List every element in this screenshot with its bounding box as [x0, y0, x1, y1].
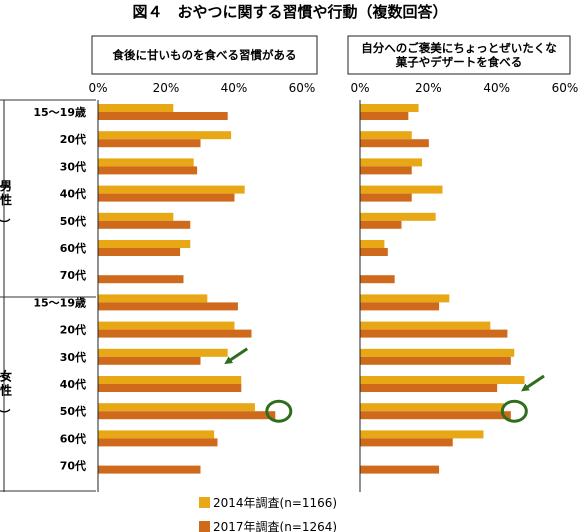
bar-0-s1-c6 [98, 275, 184, 284]
bar-1-s0-c9 [360, 348, 515, 357]
bar-0-s1-c8 [98, 329, 252, 338]
bar-1-s0-c7 [360, 294, 450, 303]
legend-label-1: 2017年調査(n=1264) [213, 520, 337, 532]
bar-1-s1-c11 [360, 411, 511, 420]
bar-1-s1-c10 [360, 384, 498, 392]
x-tick-label-0-0: 0% [88, 81, 107, 95]
category-label-13: 70代 [60, 459, 86, 473]
bar-1-s0-c3 [360, 185, 443, 194]
bar-0-s1-c11 [98, 411, 276, 420]
bar-0-s1-c13 [98, 465, 201, 474]
category-label-12: 60代 [60, 431, 86, 445]
panel-title-1: 自分へのご褒美にちょっとぜいたくな [361, 41, 557, 55]
annotation-circle-0 [265, 399, 293, 423]
bar-1-s1-c2 [360, 166, 412, 175]
bar-0-s1-c9 [98, 356, 201, 365]
category-label-9: 30代 [60, 350, 86, 364]
panel-title-box-0 [91, 35, 318, 75]
bar-0-s0-c5 [98, 240, 191, 248]
bar-0-s1-c0 [98, 112, 228, 120]
bar-0-s1-c10 [98, 384, 242, 392]
bar-1-s0-c8 [360, 321, 491, 330]
category-label-8: 20代 [60, 323, 86, 337]
bar-0-s0-c2 [98, 158, 194, 167]
x-tick-label-1-2: 40% [483, 81, 510, 95]
bar-1-s1-c4 [360, 220, 402, 229]
bar-0-s0-c1 [98, 131, 232, 140]
legend-label-0: 2014年調査(n=1166) [213, 496, 337, 510]
category-label-0: 15〜19歳 [33, 105, 86, 119]
group-label-1: （女性） [0, 367, 12, 421]
category-label-6: 70代 [60, 268, 86, 282]
bar-0-s0-c3 [98, 185, 245, 194]
x-tick-label-1-0: 0% [350, 81, 369, 95]
bar-0-s0-c8 [98, 321, 235, 330]
bar-0-s1-c1 [98, 139, 201, 148]
bar-1-s1-c3 [360, 193, 412, 202]
bar-1-s0-c4 [360, 212, 436, 221]
bar-0-s0-c7 [98, 294, 208, 303]
panel-title-0: 食後に甘いものを食べる習慣がある [113, 48, 297, 62]
bar-1-s1-c5 [360, 248, 388, 256]
legend-swatch-1 [199, 521, 210, 532]
panel-title-box-1 [347, 35, 571, 75]
bar-1-s0-c1 [360, 131, 412, 140]
bar-0-s1-c7 [98, 302, 238, 311]
bar-0-s1-c12 [98, 438, 218, 447]
x-tick-label-1-3: 60% [552, 81, 579, 95]
bar-0-s1-c2 [98, 166, 198, 175]
bar-1-s1-c9 [360, 356, 511, 365]
bar-0-s1-c5 [98, 248, 181, 256]
bar-1-s1-c8 [360, 329, 508, 338]
annotation-circle-1 [500, 399, 528, 423]
category-label-1: 20代 [60, 132, 86, 146]
category-label-2: 30代 [60, 159, 86, 173]
bar-1-s1-c12 [360, 438, 453, 447]
bar-0-s1-c4 [98, 220, 191, 229]
bar-0-s1-c3 [98, 193, 235, 202]
category-label-5: 60代 [60, 241, 86, 255]
bar-1-s1-c0 [360, 112, 409, 120]
bar-1-s0-c10 [360, 376, 525, 384]
bar-0-s0-c4 [98, 212, 174, 221]
bar-1-s0-c5 [360, 240, 385, 248]
legend-swatch-0 [199, 497, 210, 508]
bar-0-s0-c0 [98, 104, 174, 112]
bar-0-s0-c11 [98, 403, 255, 412]
x-tick-label-0-2: 40% [221, 81, 248, 95]
x-tick-label-0-1: 20% [153, 81, 180, 95]
bar-1-s0-c11 [360, 403, 504, 412]
annotation-arrow-1 [521, 374, 545, 392]
category-label-10: 40代 [60, 377, 86, 391]
bar-0-s0-c9 [98, 348, 228, 357]
bar-0-s0-c10 [98, 376, 242, 384]
category-label-11: 50代 [60, 404, 86, 418]
bar-1-s0-c0 [360, 104, 419, 112]
bar-1-s1-c13 [360, 465, 440, 474]
category-label-3: 40代 [60, 187, 86, 201]
chart-title: 図４ おやつに関する習慣や行動（複数回答） [132, 3, 447, 21]
x-tick-label-1-1: 20% [415, 81, 442, 95]
bar-1-s1-c7 [360, 302, 440, 311]
bar-0-s0-c12 [98, 430, 215, 439]
annotation-arrow-0 [224, 347, 249, 365]
bar-1-s0-c2 [360, 158, 422, 167]
panel-title-1-line1: 菓子やデザートを食べる [395, 55, 523, 69]
x-tick-label-0-3: 60% [289, 81, 316, 95]
bar-1-s0-c12 [360, 430, 484, 439]
category-label-7: 15〜19歳 [33, 295, 86, 309]
group-label-0: （男性） [0, 176, 12, 230]
bar-1-s1-c6 [360, 275, 395, 284]
category-label-4: 50代 [60, 214, 86, 228]
bar-1-s1-c1 [360, 139, 429, 148]
